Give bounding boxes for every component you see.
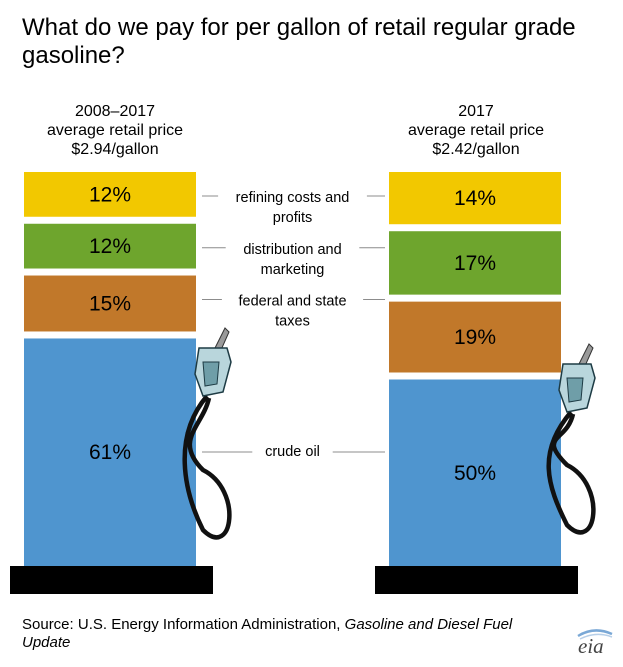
pump-base	[375, 566, 578, 594]
bar-segment	[24, 338, 196, 566]
category-label: refining costs and	[236, 190, 350, 206]
column-subtitle: average retail price	[46, 122, 184, 139]
eia-logo-swoosh	[577, 629, 613, 640]
category-label: crude oil	[265, 444, 320, 460]
source-prefix: Source: U.S. Energy Information Administ…	[22, 616, 345, 633]
segment-value-label: 12%	[89, 183, 131, 206]
gas-pump-nozzle-icon	[182, 327, 232, 540]
column-price: $2.94/gallon	[71, 141, 159, 158]
segment-value-label: 12%	[89, 235, 131, 258]
segment-value-label: 15%	[89, 292, 131, 315]
segment-value-label: 19%	[454, 326, 496, 349]
source-title: Gasoline and Diesel Fuel Update	[22, 616, 513, 651]
column-period: 2017	[458, 103, 494, 120]
pump-base	[10, 566, 213, 594]
segment-value-label: 17%	[454, 252, 496, 275]
chart-title: What do we pay for per gallon of retail …	[22, 14, 576, 69]
bar-segment	[24, 172, 196, 217]
bar-segment	[389, 301, 561, 373]
category-label: profits	[273, 210, 313, 226]
bar-segment	[24, 275, 196, 332]
column-header-left: 2008–2017 average retail price $2.94/gal…	[15, 102, 215, 159]
category-label: federal and state	[238, 294, 346, 310]
category-label: distribution and	[243, 242, 341, 258]
bar-segment	[389, 379, 561, 566]
category-label: marketing	[261, 262, 325, 278]
segment-value-label: 50%	[454, 462, 496, 485]
column-header-right: 2017 average retail price $2.42/gallon	[376, 102, 576, 159]
eia-logo-text: eia	[578, 634, 604, 658]
bar-segment	[389, 231, 561, 295]
category-label: taxes	[275, 314, 310, 330]
column-price: $2.42/gallon	[432, 141, 520, 158]
column-subtitle: average retail price	[407, 122, 545, 139]
segment-value-label: 14%	[454, 187, 496, 210]
gas-pump-nozzle-icon	[546, 343, 596, 535]
eia-logo: eia	[574, 628, 614, 658]
segment-value-label: 61%	[89, 441, 131, 464]
bar-segment	[24, 223, 196, 269]
source-note: Source: U.S. Energy Information Administ…	[22, 616, 562, 652]
bar-segment	[389, 172, 561, 225]
column-period: 2008–2017	[74, 103, 156, 120]
